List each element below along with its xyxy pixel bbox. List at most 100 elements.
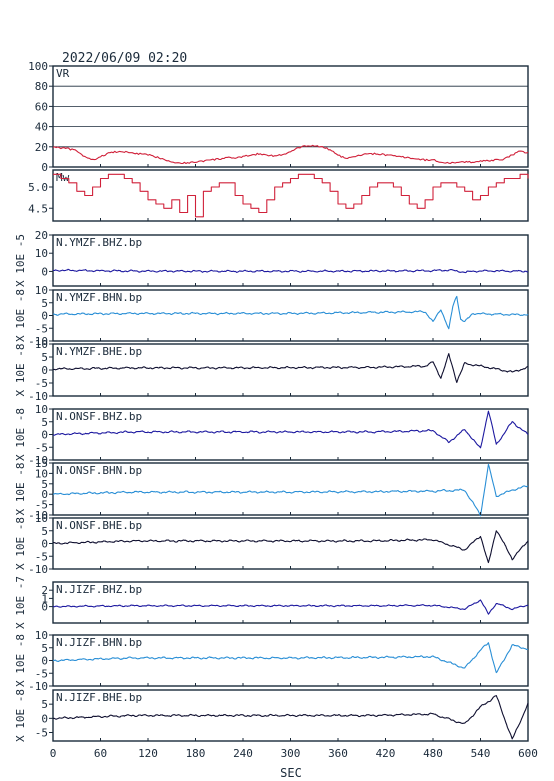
- y-axis-label: X 10E -8: [14, 344, 27, 397]
- panels-group: 020406080100VR4.55.0Mw01020N.YMZF.BHZ.bp…: [14, 60, 529, 742]
- y-tick-label: 5: [41, 698, 48, 711]
- y-tick-label: 4.5: [28, 202, 48, 215]
- y-tick-label: -5: [35, 550, 48, 563]
- panel-label: N.YMZF.BHZ.bp: [56, 236, 142, 249]
- series-line: [52, 144, 529, 165]
- y-tick-label: -10: [28, 680, 48, 693]
- x-tick-label: 600: [518, 747, 538, 760]
- y-tick-label: 20: [35, 229, 48, 242]
- y-axis-label: X 10E -7: [14, 576, 27, 629]
- y-axis-label: X 10E -8: [14, 634, 27, 687]
- series-line: [52, 695, 529, 740]
- panel-label: N.ONSF.BHE.bp: [56, 519, 142, 532]
- y-axis-label: X 10E -8: [14, 517, 27, 570]
- series-line: [52, 642, 528, 674]
- panel-label: N.JIZF.BHN.bp: [56, 636, 142, 649]
- y-tick-label: 1: [41, 592, 48, 605]
- x-tick-label: 420: [376, 747, 396, 760]
- panel-N.YMZF.BHZ.bp: 0 10 20 N.YMZF.BHZ.bp X 10E -5: [14, 229, 529, 287]
- panel-label: N.JIZF.BHZ.bp: [56, 583, 142, 596]
- y-tick-label: 10: [35, 338, 48, 351]
- figure-title: 2022/06/09 02:20: [62, 51, 187, 66]
- panel-label: N.ONSF.BHZ.bp: [56, 410, 142, 423]
- y-tick-label: 5.0: [28, 181, 48, 194]
- x-tick-label: 300: [281, 747, 301, 760]
- panel-label: Mw: [56, 171, 70, 184]
- series-line: [53, 530, 529, 564]
- x-axis: 0 60 120 180 240 300 360 420 480 540 600: [50, 747, 538, 760]
- y-tick-label: -5: [35, 499, 48, 512]
- y-tick-label: 60: [35, 100, 48, 113]
- y-tick-label: 0: [41, 488, 48, 501]
- panel-N.JIZF.BHE.bp: -5 05 N.JIZF.BHE.bp X 10E -8: [14, 689, 529, 742]
- y-axis-label: X 10E -8: [14, 689, 27, 742]
- y-tick-label: 10: [35, 467, 48, 480]
- series-line: [52, 599, 529, 615]
- x-tick-label: 0: [50, 747, 57, 760]
- y-tick-label: 80: [35, 80, 48, 93]
- y-tick-label: 40: [35, 121, 48, 134]
- y-tick-label: 5: [41, 642, 48, 655]
- series-line: [52, 295, 529, 330]
- series-line: [52, 463, 529, 517]
- y-tick-label: -5: [35, 667, 48, 680]
- series-line: [52, 268, 529, 274]
- y-tick-label: -5: [35, 441, 48, 454]
- y-axis-label: X 10E -8: [14, 289, 27, 342]
- y-tick-label: 0: [41, 310, 48, 323]
- y-axis-label: X 10E -8: [14, 463, 27, 516]
- y-tick-label: 0: [41, 429, 48, 442]
- y-tick-label: -5: [35, 727, 48, 740]
- panel-label: N.JIZF.BHE.bp: [56, 691, 142, 704]
- panel-Mw: 4.5 5.0 Mw: [28, 169, 529, 222]
- panel-label: N.YMZF.BHN.bp: [56, 291, 142, 304]
- y-tick-label: 0: [41, 364, 48, 377]
- series-line: [53, 173, 529, 218]
- y-tick-label: -10: [28, 390, 48, 403]
- y-tick-label: 5: [41, 351, 48, 364]
- y-tick-label: 0: [41, 712, 48, 725]
- panel-VR: 0 20 40 60 80 100 VR: [28, 60, 529, 174]
- y-tick-label: 0: [41, 601, 48, 614]
- panel-N.JIZF.BHZ.bp: 012 N.JIZF.BHZ.bp X 10E -7: [14, 576, 529, 629]
- y-tick-label: 5: [41, 525, 48, 538]
- y-tick-label: 10: [35, 629, 48, 642]
- y-tick-label: 2: [41, 584, 48, 597]
- y-tick-label: 5: [41, 416, 48, 429]
- y-tick-label: -10: [28, 454, 48, 467]
- series-line: [52, 353, 529, 384]
- y-tick-label: 10: [35, 247, 48, 260]
- x-tick-label: 60: [94, 747, 107, 760]
- y-tick-label: -5: [35, 322, 48, 335]
- y-tick-label: 5: [41, 478, 48, 491]
- panel-label: N.ONSF.BHN.bp: [56, 464, 142, 477]
- x-axis-label: SEC: [280, 766, 302, 780]
- panel-label: VR: [56, 67, 70, 80]
- y-tick-label: 0: [41, 161, 48, 174]
- y-axis-label: X 10E -8: [14, 408, 27, 461]
- series-line: [52, 410, 529, 449]
- x-tick-label: 180: [186, 747, 206, 760]
- x-tick-label: 240: [233, 747, 253, 760]
- x-tick-label: 480: [423, 747, 443, 760]
- y-tick-label: 100: [28, 60, 48, 73]
- x-tick-label: 120: [138, 747, 158, 760]
- y-tick-label: -10: [28, 563, 48, 576]
- y-axis-label: X 10E -5: [14, 234, 27, 287]
- y-tick-label: 0: [41, 655, 48, 668]
- y-tick-label: 10: [35, 284, 48, 297]
- y-tick-label: -10: [28, 335, 48, 348]
- y-tick-label: 15: [35, 457, 48, 470]
- y-tick-label: 0: [41, 538, 48, 551]
- y-tick-label: 5: [41, 297, 48, 310]
- y-tick-label: 20: [35, 141, 48, 154]
- panel-label: N.YMZF.BHE.bp: [56, 345, 142, 358]
- y-tick-label: 10: [35, 512, 48, 525]
